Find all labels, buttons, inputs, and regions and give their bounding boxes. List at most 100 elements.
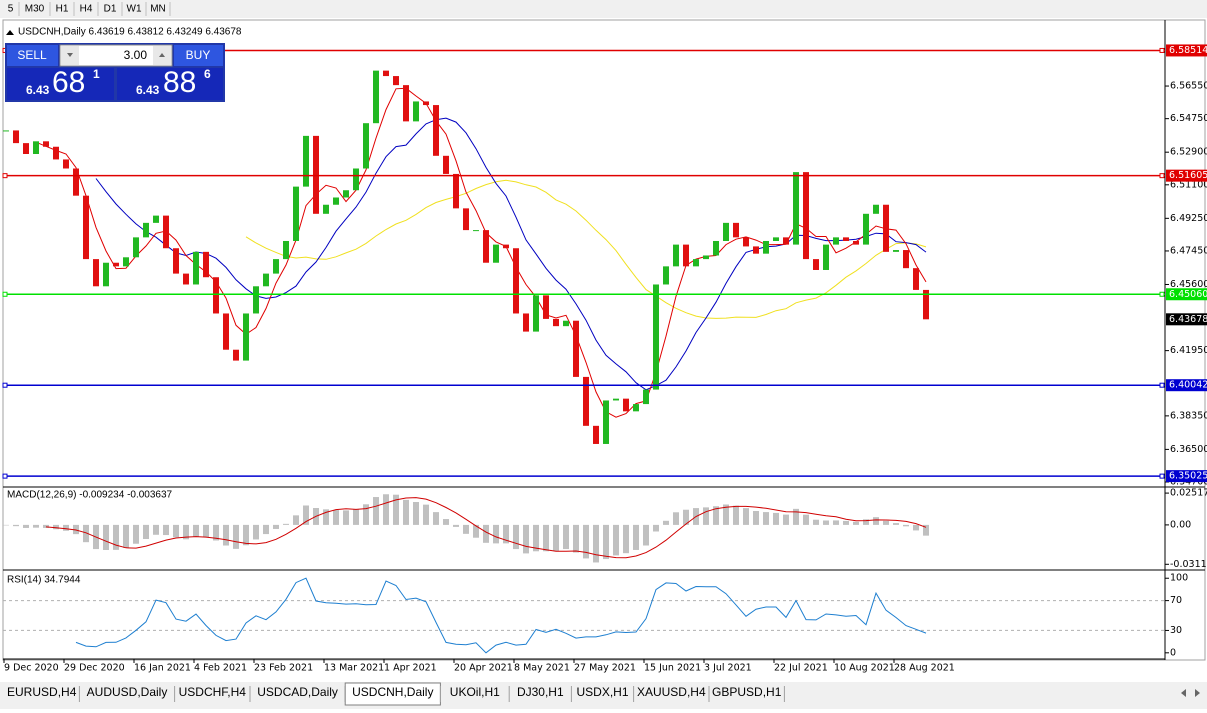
x-tick-label: 4 Feb 2021 (194, 663, 247, 674)
candle (463, 208, 469, 231)
candle (543, 295, 549, 319)
candle (733, 222, 739, 238)
candle (563, 320, 569, 327)
candle (823, 244, 829, 270)
candle (433, 105, 439, 156)
tab-label[interactable]: UKOil,H1 (450, 685, 500, 699)
lot-field[interactable] (59, 44, 173, 67)
macd-bar (413, 502, 419, 525)
candle (133, 237, 139, 258)
macd-bar (243, 524, 249, 546)
x-tick-label: 8 May 2021 (514, 663, 570, 674)
candle (453, 173, 459, 209)
rsi-header: RSI(14) 34.7944 (7, 575, 81, 586)
y-tick-label: 0.02517 (1170, 488, 1207, 499)
candle (893, 250, 899, 252)
level-handle (2, 173, 8, 179)
tab-label[interactable]: EURUSD,H4 (7, 685, 77, 699)
macd-bar (863, 519, 869, 525)
candle (673, 244, 679, 267)
macd-bar (423, 504, 429, 525)
macd-bar (13, 524, 19, 527)
candle (123, 257, 129, 267)
macd-bar (923, 524, 929, 536)
sell-price-pips: 68 (52, 66, 85, 99)
macd-bar (403, 499, 409, 525)
period-button[interactable]: D1 (104, 4, 117, 15)
macd-bar (233, 524, 239, 549)
macd-bar (823, 520, 829, 525)
candle (923, 289, 929, 320)
candle (553, 318, 559, 327)
macd-bar (53, 524, 59, 530)
candle (743, 237, 749, 247)
candle (423, 101, 429, 106)
level-label: 6.51605 (1169, 170, 1207, 181)
y-tick-label: 6.41950 (1170, 345, 1207, 356)
sell-button[interactable] (7, 45, 58, 66)
period-button[interactable]: H1 (56, 4, 69, 15)
y-tick-label: 0.00 (1170, 519, 1191, 530)
moving-average (35, 87, 927, 418)
candle (413, 101, 419, 122)
period-button[interactable]: W1 (127, 4, 142, 15)
x-tick-label: 10 Aug 2021 (834, 663, 895, 674)
candle (643, 389, 649, 405)
candle (883, 204, 889, 252)
tab-label[interactable]: USDCAD,Daily (257, 685, 338, 699)
candle (253, 286, 259, 314)
candle (523, 313, 529, 332)
level-handle (1159, 173, 1165, 179)
macd-bar (573, 524, 579, 553)
macd-bar (173, 524, 179, 538)
tab-label[interactable]: USDCNH,Daily (352, 685, 433, 699)
tab-bar (0, 682, 1207, 709)
y-tick-label: 6.49250 (1170, 213, 1207, 224)
macd-bar (653, 524, 659, 532)
macd-bar (393, 494, 399, 525)
macd-bar (613, 524, 619, 556)
tab-scroll-left[interactable] (1181, 689, 1186, 697)
macd-bar (843, 520, 849, 525)
candle (303, 135, 309, 187)
candle (83, 195, 89, 260)
tab-scroll-right[interactable] (1195, 689, 1200, 697)
x-tick-label: 22 Jul 2021 (774, 663, 828, 674)
candle (773, 237, 779, 241)
period-button[interactable]: M30 (25, 4, 45, 15)
candle (663, 266, 669, 285)
macd-bar (463, 524, 469, 534)
macd-bar (83, 524, 89, 543)
macd-bar (3, 524, 9, 526)
candle (803, 172, 809, 260)
period-button[interactable]: H4 (80, 4, 93, 15)
toolbar (0, 0, 1207, 18)
tab-label[interactable]: USDCHF,H4 (179, 685, 247, 699)
candle (653, 284, 659, 390)
candle (153, 215, 159, 223)
candle (63, 159, 69, 169)
tab-label[interactable]: AUDUSD,Daily (87, 685, 168, 699)
sell-price-box[interactable] (7, 68, 114, 100)
sell-label: SELL (17, 48, 47, 62)
macd-bar (303, 505, 309, 525)
period-button[interactable]: 5 (8, 4, 14, 15)
macd-bar (143, 524, 149, 539)
tab-label[interactable]: DJ30,H1 (517, 685, 564, 699)
period-button[interactable]: MN (150, 4, 166, 15)
x-tick-label: 20 Apr 2021 (454, 663, 513, 674)
level-label: 6.58514 (1169, 45, 1207, 56)
candle (373, 70, 379, 124)
y-tick-label: 6.36500 (1170, 444, 1207, 455)
buy-price-box[interactable] (117, 68, 223, 100)
y-tick-label: -0.031175 (1170, 559, 1207, 570)
buy-button[interactable] (174, 45, 223, 66)
tab-label[interactable]: GBPUSD,H1 (712, 685, 782, 699)
chart-frame (2, 19, 1206, 661)
candle (443, 155, 449, 174)
tab-label[interactable]: XAUUSD,H4 (637, 685, 706, 699)
macd-bar (203, 524, 209, 538)
candle (173, 248, 179, 274)
tab-label[interactable]: USDX,H1 (576, 685, 628, 699)
